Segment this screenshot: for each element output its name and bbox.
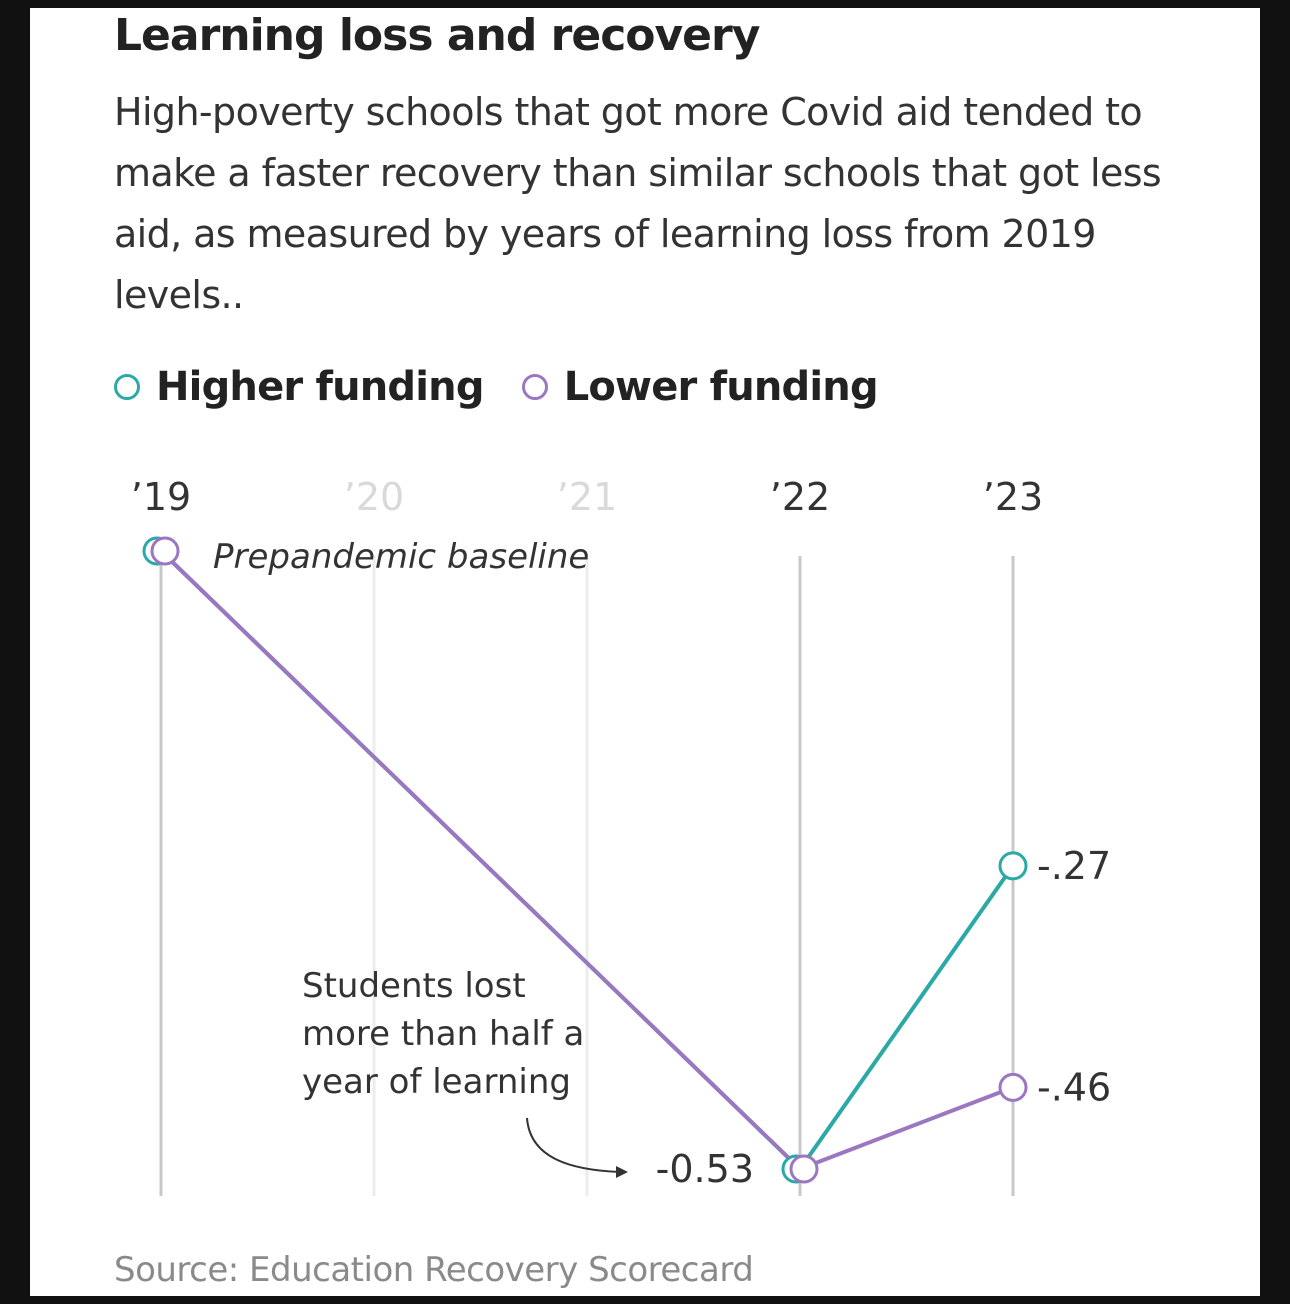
legend-item-lower-funding: Lower funding: [521, 364, 879, 410]
x-tick-label-3: ’22: [770, 475, 830, 519]
line-chart: ’19 ’20 ’21 ’22 ’23 Prepandemic baseline Stu…: [131, 475, 1111, 1196]
chart-title: Learning loss and recovery: [114, 10, 760, 61]
loss-annotation-line-1: Students lost: [302, 966, 526, 1006]
source-note: Source: Education Recovery Scorecard: [114, 1250, 754, 1290]
data-point-lower-funding-2: [998, 1072, 1028, 1102]
legend-purple-circle-icon: [521, 374, 548, 400]
legend-label-lower-funding: Lower funding: [563, 364, 879, 410]
value-label-0: -0.53: [656, 1147, 754, 1191]
x-tick-label-0: ’19: [131, 475, 191, 519]
x-tick-label-2: ’21: [557, 475, 617, 519]
legend-item-higher-funding: Higher funding: [114, 364, 484, 410]
baseline-annotation: Prepandemic baseline: [213, 537, 589, 577]
loss-annotation-line-2: more than half a: [302, 1014, 584, 1054]
chart-subtitle: High-poverty schools that got more Covid…: [114, 90, 1162, 317]
annotation-arrowhead-icon: [616, 1166, 628, 1178]
chart-card: Learning loss and recovery High-poverty …: [30, 8, 1260, 1296]
value-label-2: -.46: [1037, 1065, 1111, 1109]
value-label-1: -.27: [1037, 844, 1111, 888]
data-point-lower-funding-1: [789, 1154, 819, 1184]
x-tick-label-1: ’20: [344, 475, 404, 519]
legend-label-higher-funding: Higher funding: [156, 364, 484, 410]
data-point-lower-funding-0: [150, 536, 180, 566]
x-tick-label-4: ’23: [983, 475, 1043, 519]
legend-teal-circle-icon: [114, 374, 140, 400]
data-point-higher-funding-2: [998, 851, 1028, 881]
loss-annotation-line-3: year of learning: [302, 1062, 571, 1102]
legend: Higher funding Lower funding: [114, 364, 916, 410]
annotation-arrow: [526, 1117, 621, 1173]
